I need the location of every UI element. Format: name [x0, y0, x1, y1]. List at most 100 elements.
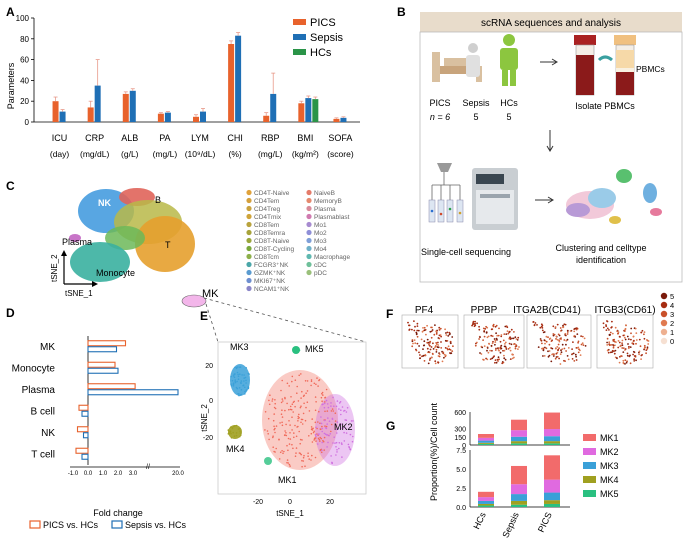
cluster-plasma — [69, 234, 81, 242]
f-cell-dot — [632, 350, 635, 353]
f-cell-dot — [472, 322, 474, 324]
f-scale-label: 1 — [670, 328, 674, 337]
f-cell-dot — [422, 344, 425, 347]
e-cell-dot — [311, 441, 314, 443]
e-cell-dot — [231, 427, 234, 430]
a-bar-pics — [333, 118, 340, 122]
e-cell-dot — [329, 433, 332, 435]
d-bar-pics — [87, 361, 116, 368]
f-cell-dot — [509, 358, 512, 360]
e-cell-dot — [281, 421, 283, 424]
c-axis-x: tSNE_1 — [65, 289, 93, 298]
g-bottom-bar-mk4 — [478, 503, 494, 506]
f-cell-dot — [438, 355, 441, 358]
f-cell-dot — [495, 324, 498, 327]
e-cell-dot — [304, 465, 306, 468]
f-cell-dot — [508, 331, 511, 334]
f-cell-dot — [497, 349, 500, 351]
e-cell-dot — [301, 418, 304, 421]
e-cell-dot — [336, 432, 338, 434]
g-bottom-ytick: 7.5 — [456, 448, 466, 455]
e-cell-dot — [299, 442, 302, 445]
c-legend-dot — [306, 245, 312, 252]
f-cell-dot — [495, 347, 497, 350]
f-cell-dot — [646, 347, 649, 350]
e-cell-dot — [306, 401, 309, 404]
f-cell-dot — [555, 335, 558, 338]
f-scale-dot — [660, 310, 668, 318]
e-cell-dot — [294, 379, 297, 382]
e-cell-dot — [321, 391, 324, 394]
f-cell-dot — [633, 360, 636, 362]
f-cell-dot — [606, 320, 609, 323]
f-cell-dot — [612, 344, 615, 347]
f-cell-dot — [491, 342, 494, 345]
f-cell-dot — [440, 347, 443, 349]
f-cell-dot — [583, 337, 586, 340]
f-cell-dot — [578, 348, 580, 351]
c-legend-dot — [306, 237, 312, 244]
f-cell-dot — [486, 358, 489, 361]
e-cell-dot — [300, 421, 302, 424]
f-cell-dot — [418, 345, 420, 347]
f-cell-dot — [618, 361, 621, 364]
f-cell-dot — [440, 335, 442, 338]
e-cell-dot — [341, 406, 344, 408]
e-cell-dot — [297, 420, 299, 422]
f-cell-dot — [562, 326, 564, 329]
a-bar-pics — [52, 101, 59, 122]
f-cell-dot — [610, 344, 612, 346]
e-cell-dot — [285, 432, 287, 434]
e-cell-dot — [341, 443, 343, 446]
e-cell-dot — [245, 382, 247, 384]
e-cell-dot — [264, 411, 267, 413]
f-cell-dot — [419, 357, 421, 360]
f-cell-dot — [635, 359, 637, 362]
e-cell-dot — [295, 351, 298, 354]
f-cell-dot — [450, 352, 453, 355]
f-cell-dot — [408, 328, 411, 331]
f-cell-dot — [498, 358, 500, 361]
f-cell-dot — [414, 342, 417, 345]
g-bottom-bar-mk3 — [544, 492, 560, 501]
f-cell-dot — [510, 343, 513, 346]
e-cell-dot — [303, 454, 305, 457]
f-cell-dot — [551, 353, 553, 356]
f-cell-dot — [412, 342, 414, 345]
e-cell-dot — [334, 442, 336, 444]
e-cell-dot — [238, 393, 240, 395]
a-xtick-label: RBP — [261, 133, 280, 143]
e-cell-dot — [304, 419, 307, 422]
f-cell-dot — [447, 345, 450, 348]
e-cell-dot — [301, 423, 304, 425]
f-cell-dot — [517, 348, 519, 350]
a-xtick-label: PA — [159, 133, 170, 143]
e-cell-dot — [311, 418, 314, 420]
f-cell-dot — [494, 359, 497, 361]
panel-label-g: G — [386, 419, 395, 433]
g-legend-swatch — [583, 490, 596, 497]
f-cell-dot — [494, 361, 496, 364]
f-cell-dot — [513, 331, 515, 333]
e-cell-dot — [299, 438, 302, 441]
e-cell-dot — [340, 409, 342, 412]
e-cell-dot — [325, 388, 328, 391]
e-cell-dot — [338, 402, 341, 404]
f-cell-dot — [484, 328, 487, 330]
e-cell-dot — [330, 402, 332, 404]
e-cell-dot — [268, 403, 271, 406]
f-gene-itgb3: ITGB3(CD61) — [594, 305, 655, 316]
c-legend-dot — [246, 197, 252, 204]
f-cell-dot — [542, 331, 545, 334]
f-cell-dot — [480, 353, 483, 355]
e-cell-dot — [274, 427, 276, 430]
f-cell-dot — [433, 333, 436, 336]
e-cell-dot — [342, 426, 345, 429]
e-cell-dot — [244, 386, 246, 389]
e-cell-dot — [228, 431, 230, 433]
f-cell-dot — [425, 333, 427, 336]
e-cell-dot — [236, 380, 238, 383]
workflow-title: scRNA sequences and analysis — [481, 18, 621, 29]
f-cell-dot — [574, 353, 577, 356]
